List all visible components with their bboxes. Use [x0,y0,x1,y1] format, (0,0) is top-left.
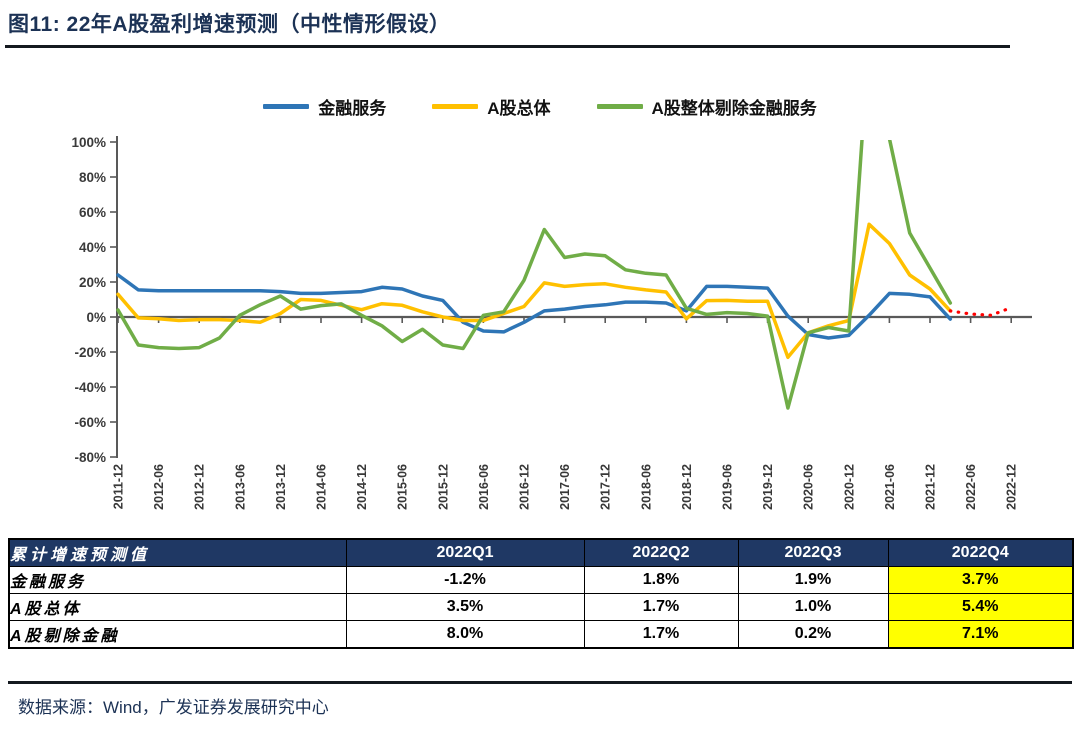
row-label: A股剔除金融 [8,620,347,649]
x-axis-tick-label: 2022-12 [1005,464,1019,510]
x-axis-tick-label: 2017-06 [558,464,572,510]
cell-2022Q1: 8.0% [345,620,585,649]
x-axis-tick-label: 2021-06 [883,464,897,510]
x-axis-tick-label: 2013-12 [274,464,288,510]
title-underline [5,45,1010,48]
x-axis-tick-label: 2013-06 [233,464,247,510]
cell-2022Q3: 1.0% [737,593,889,621]
x-axis-tick-label: 2012-12 [193,464,207,510]
table-row-2: A股剔除金融 8.0% 1.7% 0.2% 7.1% [8,620,1074,649]
footer-divider [8,681,1072,684]
legend-swatch-icon [432,104,479,109]
y-axis-tick-label: 20% [79,275,106,290]
cell-2022Q1: -1.2% [345,566,585,594]
forecast-dotted-line [948,306,1013,317]
x-axis-tick-label: 2017-12 [599,464,613,510]
cell-2022Q4: 3.7% [887,566,1074,594]
line-chart: 100% 80% 60% 40% 20% 0% -20% -40% -60% -80% 2011-1… [71,135,1032,510]
table-row-0: 金融服务 -1.2% 1.8% 1.9% 3.7% [8,566,1074,594]
x-axis-tick-label: 2020-06 [802,464,816,510]
chart-legend: 金融服务 A股总体 A股整体剔除金融服务 [0,94,1080,119]
cell-2022Q2: 1.8% [583,566,739,594]
table-header-2022Q3: 2022Q3 [737,538,889,567]
legend-label: 金融服务 [318,99,387,118]
x-axis-tick-label: 2018-12 [680,464,694,510]
y-axis-tick-label: 60% [79,205,106,220]
legend-item-0: 金融服务 [263,94,386,119]
cell-2022Q3: 0.2% [737,620,889,649]
table-header-2022Q2: 2022Q2 [583,538,739,567]
data-source-note: 数据来源：Wind，广发证券发展研究中心 [18,698,329,717]
x-axis-tick-label: 2011-12 [112,464,126,509]
y-axis-tick-label: -40% [74,380,106,395]
forecast-table-body: 金融服务 -1.2% 1.8% 1.9% 3.7% A股总体 3.5% 1.7% 1.0% 5.4… [8,566,1074,649]
y-axis-tick-label: 100% [71,135,106,150]
series-line-0 [116,273,953,340]
figure-title: 图11: 22年A股盈利增速预测（中性情形假设） [8,13,451,36]
table-header-2022Q1: 2022Q1 [345,538,585,567]
forecast-table-head: 累计增速预测值 2022Q1 2022Q2 2022Q3 2022Q4 [8,538,1074,567]
cell-2022Q3: 1.9% [737,566,889,594]
x-axis-tick-label: 2014-12 [355,464,369,510]
x-axis-tick-label: 2020-12 [842,464,856,510]
table-header-label: 累计增速预测值 [8,538,347,567]
cell-2022Q4: 5.4% [887,593,1074,621]
x-axis-tick-label: 2019-12 [761,464,775,510]
legend-label: A股整体剔除金融服务 [651,99,817,118]
x-axis-tick-label: 2016-06 [477,464,491,510]
y-axis-tick-label: -20% [74,345,106,360]
x-axis-tick-label: 2012-06 [152,464,166,510]
y-axis-tick-label: 40% [79,240,106,255]
y-axis-tick-label: 80% [79,170,106,185]
x-axis-tick-label: 2019-06 [721,464,735,510]
legend-item-1: A股总体 [432,94,551,119]
legend-label: A股总体 [487,99,551,118]
row-label: 金融服务 [8,566,347,594]
table-header-2022Q4: 2022Q4 [887,538,1074,567]
cell-2022Q4: 7.1% [887,620,1074,649]
cell-2022Q1: 3.5% [345,593,585,621]
y-axis-tick-label: 0% [86,310,106,325]
x-axis-tick-label: 2022-06 [964,464,978,510]
forecast-table: 累计增速预测值 2022Q1 2022Q2 2022Q3 2022Q4 金融服务 -1.2… [8,538,1074,649]
legend-swatch-icon [596,104,643,109]
x-axis-tick-label: 2021-12 [924,464,938,510]
x-axis-tick-label: 2016-12 [518,464,532,510]
table-header-row: 累计增速预测值 2022Q1 2022Q2 2022Q3 2022Q4 [8,538,1074,567]
cell-2022Q2: 1.7% [583,593,739,621]
row-label: A股总体 [8,593,347,621]
y-axis-tick-label: -60% [74,415,106,430]
table-row-1: A股总体 3.5% 1.7% 1.0% 5.4% [8,593,1074,621]
x-axis-tick-label: 2015-12 [436,464,450,510]
series-line-2 [116,140,953,410]
legend-item-2: A股整体剔除金融服务 [596,94,817,119]
x-axis-tick-label: 2014-06 [315,464,329,510]
x-axis-tick-label: 2018-06 [639,464,653,510]
x-axis-tick-label: 2015-06 [396,464,410,510]
cell-2022Q2: 1.7% [583,620,739,649]
y-axis-tick-label: -80% [74,450,106,465]
legend-swatch-icon [263,104,310,109]
